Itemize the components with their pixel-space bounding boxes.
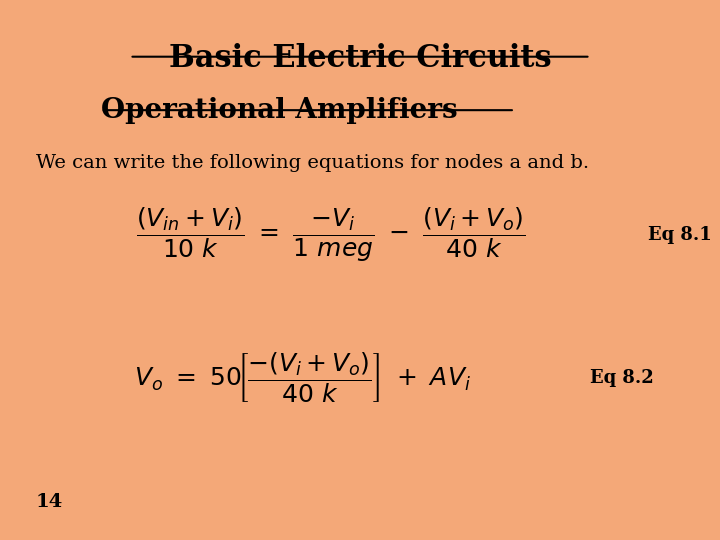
Text: Eq 8.2: Eq 8.2 [590,369,654,387]
Text: Basic Electric Circuits: Basic Electric Circuits [168,43,552,74]
Text: 14: 14 [36,493,63,511]
Text: $V_o\ =\ 50\!\left[\dfrac{-(V_i+V_o)}{40\ k}\right]\ +\ AV_i$: $V_o\ =\ 50\!\left[\dfrac{-(V_i+V_o)}{40… [134,351,471,405]
Text: Eq 8.1: Eq 8.1 [648,226,712,244]
Text: We can write the following equations for nodes a and b.: We can write the following equations for… [36,154,589,172]
Text: Operational Amplifiers: Operational Amplifiers [101,97,457,124]
Text: $\dfrac{(V_{in}+V_i)}{10\ k}\ =\ \dfrac{-V_i}{1\ \mathit{meg}}\ -\ \dfrac{(V_i+V: $\dfrac{(V_{in}+V_i)}{10\ k}\ =\ \dfrac{… [136,206,526,264]
